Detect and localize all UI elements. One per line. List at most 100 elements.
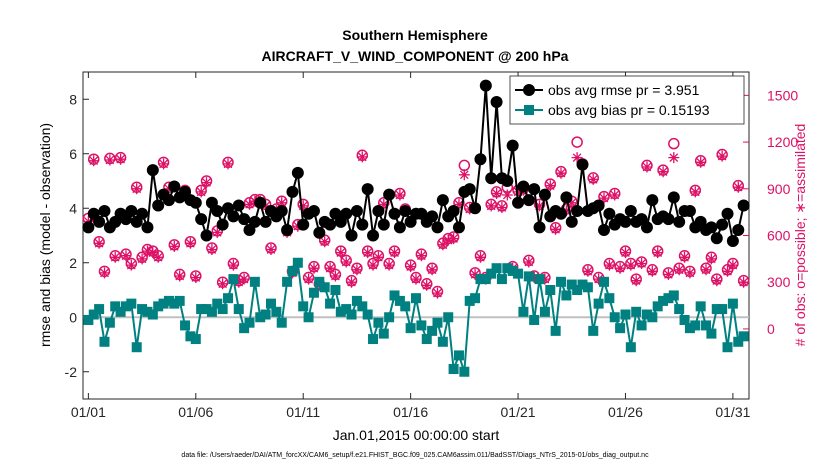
x-tick-label: 01/16 xyxy=(393,404,428,420)
plot-area xyxy=(82,71,750,400)
rmse-point xyxy=(350,204,363,217)
bias-point xyxy=(556,276,567,287)
rmse-point xyxy=(555,207,568,220)
bias-point xyxy=(330,285,341,295)
rmse-point xyxy=(528,183,541,196)
rmse-point xyxy=(576,158,589,171)
rmse-point xyxy=(560,191,573,204)
bias-point xyxy=(228,274,239,285)
bias-point xyxy=(131,342,142,353)
obs-assimilated-marker xyxy=(571,152,583,164)
bias-point xyxy=(384,312,395,323)
legend-rmse-marker xyxy=(523,84,535,96)
bias-point xyxy=(588,325,599,336)
obs-assimilated-marker xyxy=(109,251,121,263)
y-tick-label: -2 xyxy=(65,364,78,380)
obs-assimilated-marker xyxy=(523,256,535,268)
obs-assimilated-marker xyxy=(88,155,100,167)
rmse-point xyxy=(393,221,406,234)
rmse-point xyxy=(716,218,729,231)
rmse-point xyxy=(152,199,165,212)
rmse-point xyxy=(125,204,138,217)
bias-point xyxy=(668,290,679,301)
rmse-point xyxy=(399,204,412,217)
bias-point xyxy=(534,274,545,285)
x-tick-label: 01/06 xyxy=(178,404,213,420)
obs-assimilated-marker xyxy=(238,273,250,285)
obs-assimilated-marker xyxy=(383,259,395,271)
rmse-point xyxy=(227,210,240,223)
bias-point xyxy=(496,274,507,285)
obs-assimilated-marker xyxy=(233,276,245,288)
rmse-point xyxy=(447,204,460,217)
rmse-point xyxy=(710,232,723,245)
obs-assimilated-marker xyxy=(131,183,143,195)
rmse-point xyxy=(189,196,202,209)
obs-assimilated-marker xyxy=(668,152,680,164)
bias-point xyxy=(400,301,411,312)
obs-assimilated-marker xyxy=(560,205,572,217)
bias-point xyxy=(604,293,615,304)
obs-assimilated-marker xyxy=(324,262,336,274)
footnote: data file: /Users/raeder/DAI/ATM_forcXX/… xyxy=(181,452,649,459)
bias-point xyxy=(196,304,207,315)
obs-assimilated-marker xyxy=(555,167,567,179)
obs-assimilated-marker xyxy=(453,198,465,210)
rmse-point xyxy=(426,210,439,223)
x-axis-label: Jan.01,2015 00:00:00 start xyxy=(333,427,500,443)
obs-assimilated-marker xyxy=(732,181,744,193)
bias-point xyxy=(174,295,185,306)
bias-point xyxy=(153,301,164,312)
bias-point xyxy=(593,298,604,309)
bias-point xyxy=(201,304,212,315)
bias-point xyxy=(641,309,652,320)
rmse-point xyxy=(200,229,213,242)
bias-point xyxy=(577,279,588,290)
bias-point xyxy=(147,309,158,320)
rmse-point xyxy=(281,224,294,237)
rmse-point xyxy=(538,188,551,201)
bias-point xyxy=(717,304,728,315)
bias-point xyxy=(357,301,368,312)
rmse-point xyxy=(640,221,653,234)
obs-assimilated-marker xyxy=(695,156,707,168)
bias-point xyxy=(448,364,459,375)
bias-point xyxy=(335,306,346,317)
rmse-point xyxy=(259,215,272,228)
rmse-point xyxy=(232,199,245,212)
legend-bias-label: obs avg bias pr = 0.15193 xyxy=(548,102,710,118)
bias-point xyxy=(663,293,674,304)
bias-point xyxy=(104,317,115,328)
bias-point xyxy=(701,320,712,331)
bias-point xyxy=(206,306,217,317)
rmse-point xyxy=(571,204,584,217)
obs-assimilated-marker xyxy=(442,234,454,246)
rmse-point xyxy=(485,172,498,185)
rmse-point xyxy=(667,191,680,204)
obs-assimilated-marker xyxy=(550,223,562,235)
bias-point xyxy=(550,325,561,336)
rmse-point xyxy=(512,196,525,209)
obs-assimilated-marker xyxy=(485,200,497,212)
rmse-point xyxy=(705,221,718,234)
rmse-point xyxy=(377,218,390,231)
bias-point xyxy=(513,268,524,279)
bias-point xyxy=(180,320,191,331)
y2-tick-label: 600 xyxy=(767,228,791,244)
obs-assimilated-marker xyxy=(168,240,180,252)
rmse-point xyxy=(737,199,750,212)
bias-point xyxy=(432,317,443,328)
obs-assimilated-marker xyxy=(475,251,486,263)
rmse-point xyxy=(533,221,546,234)
rmse-point xyxy=(452,221,465,234)
rmse-point xyxy=(372,204,385,217)
bias-point xyxy=(137,304,148,315)
bias-point xyxy=(470,293,481,304)
obs-possible-marker xyxy=(571,136,583,148)
obs-assimilated-marker xyxy=(378,198,390,210)
bias-point xyxy=(126,298,137,309)
bias-point xyxy=(529,314,540,325)
obs-assimilated-marker xyxy=(222,158,234,170)
rmse-point xyxy=(286,185,299,198)
bias-point xyxy=(631,306,642,317)
